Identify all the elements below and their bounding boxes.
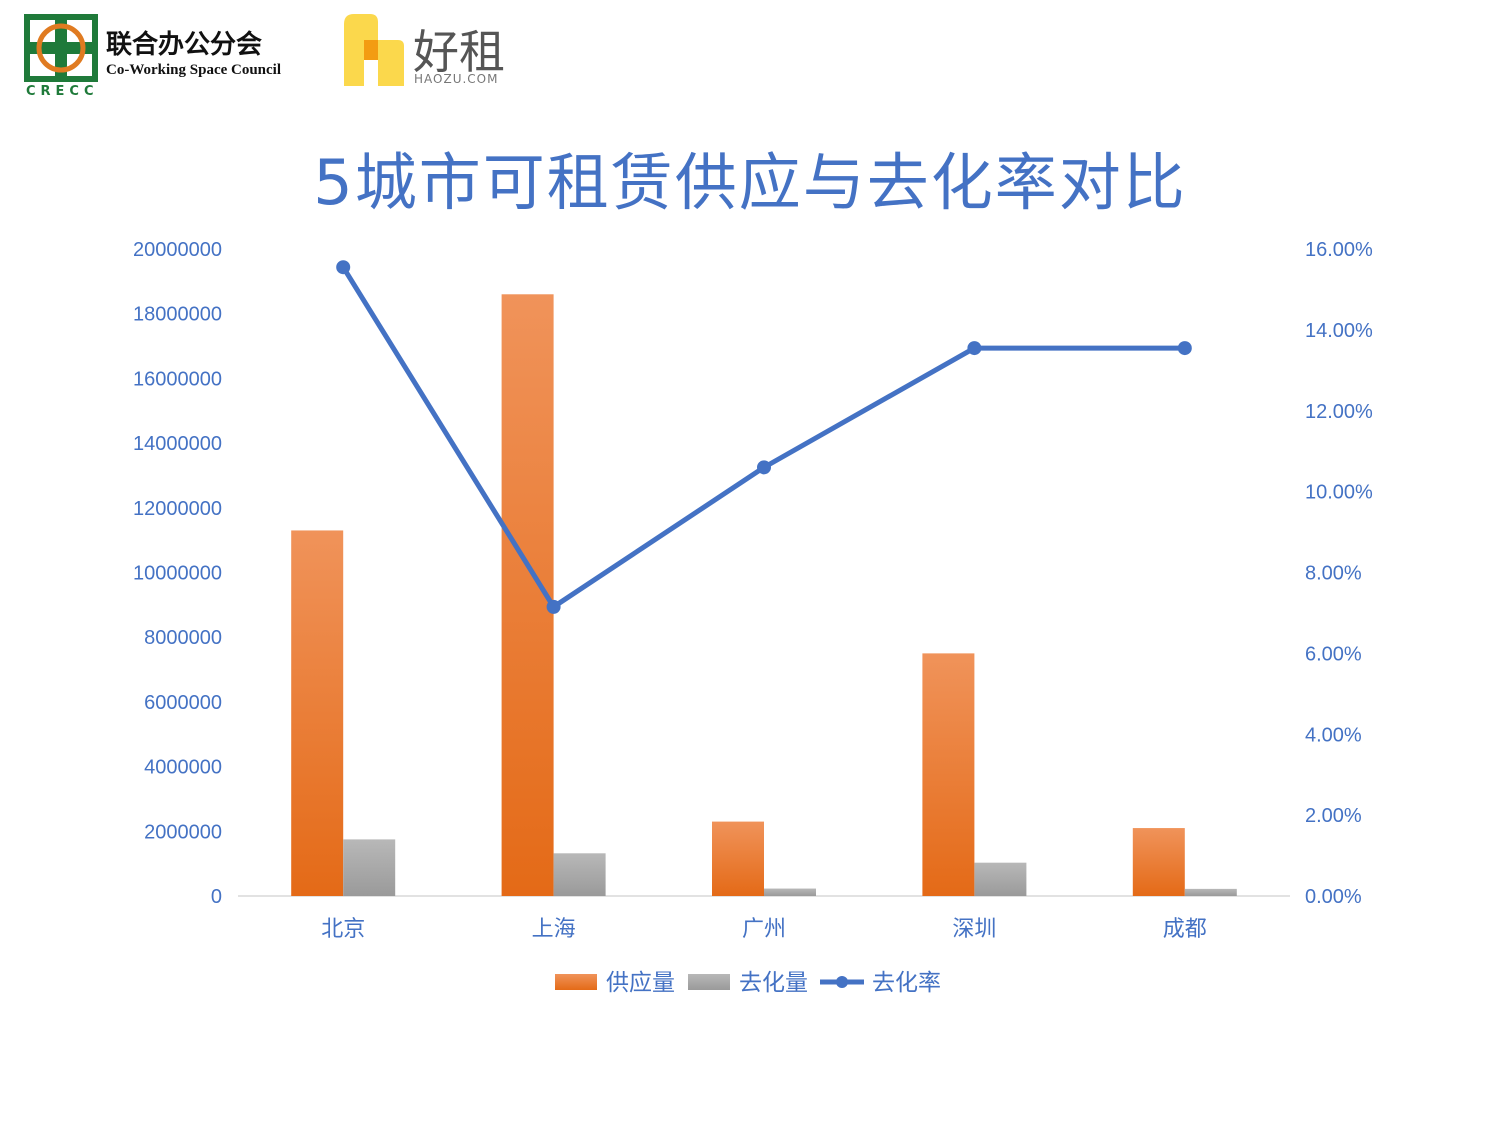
right-tick-label: 14.00% xyxy=(1305,320,1373,342)
legend-swatch-absorption xyxy=(688,974,730,990)
left-tick-label: 0 xyxy=(211,886,222,908)
bars xyxy=(291,294,1237,896)
category-label: 北京 xyxy=(321,917,365,942)
category-label: 广州 xyxy=(742,917,786,942)
haozu-name-cn: 好租 xyxy=(413,25,505,79)
left-tick-label: 16000000 xyxy=(133,368,222,390)
crecc-name-cn: 联合办公分会 xyxy=(106,30,263,60)
left-tick-label: 4000000 xyxy=(144,757,222,779)
rate-line xyxy=(336,260,1192,614)
rate-point xyxy=(757,460,771,475)
left-tick-label: 12000000 xyxy=(133,498,222,520)
haozu-name-en: HAOZU.COM xyxy=(414,72,499,86)
legend: 供应量 去化量 去化率 xyxy=(555,970,941,996)
crecc-logo: 联合办公分会 Co-Working Space Council CRECC xyxy=(24,14,314,104)
rate-series-line xyxy=(341,265,1185,610)
category-labels: 北京 上海 广州 深圳 成都 xyxy=(321,917,1207,942)
right-tick-label: 6.00% xyxy=(1305,643,1362,665)
category-label: 成都 xyxy=(1163,917,1207,942)
category-label: 深圳 xyxy=(952,917,996,942)
category-label: 上海 xyxy=(532,917,576,942)
left-tick-label: 18000000 xyxy=(133,304,222,326)
right-tick-label: 8.00% xyxy=(1305,563,1362,585)
legend-marker-rate xyxy=(836,976,848,988)
left-tick-label: 6000000 xyxy=(144,692,222,714)
left-tick-label: 2000000 xyxy=(144,821,222,843)
bar-absorption xyxy=(974,862,1027,896)
rate-point xyxy=(1177,341,1192,356)
right-tick-label: 2.00% xyxy=(1305,805,1362,827)
left-tick-label: 14000000 xyxy=(133,433,222,455)
bar-absorption xyxy=(553,853,606,896)
bar-absorption xyxy=(764,888,816,896)
bar-supply xyxy=(1132,828,1185,896)
haozu-emblem-icon xyxy=(344,14,404,86)
left-axis: 0 2000000 4000000 6000000 8000000 10000000 120… xyxy=(133,239,222,908)
bar-absorption xyxy=(1184,888,1237,896)
right-tick-label: 0.00% xyxy=(1305,886,1362,908)
bar-supply xyxy=(922,653,975,896)
right-tick-label: 16.00% xyxy=(1305,239,1373,261)
bar-absorption xyxy=(343,839,396,896)
left-tick-label: 20000000 xyxy=(133,239,222,261)
rate-point xyxy=(546,599,561,614)
left-tick-label: 8000000 xyxy=(144,627,222,649)
right-tick-label: 12.00% xyxy=(1305,401,1373,423)
rate-point xyxy=(336,260,351,275)
haozu-logo: 好租 HAOZU.COM xyxy=(338,10,513,90)
legend-swatch-supply xyxy=(555,974,597,990)
right-axis: 0.00% 2.00% 4.00% 6.00% 8.00% 10.00% 12.00% 14.… xyxy=(1305,239,1373,908)
right-tick-label: 10.00% xyxy=(1305,482,1373,504)
rate-point xyxy=(967,341,982,356)
chart-title: 5城市可租赁供应与去化率对比 xyxy=(313,146,1187,219)
bar-supply xyxy=(712,821,764,896)
bar-supply xyxy=(291,530,344,896)
right-tick-label: 4.00% xyxy=(1305,724,1362,746)
legend-label-supply: 供应量 xyxy=(606,970,675,996)
crecc-abbr: CRECC xyxy=(26,84,99,99)
crecc-emblem-icon xyxy=(24,14,98,82)
left-tick-label: 10000000 xyxy=(133,563,222,585)
crecc-name-en: Co-Working Space Council xyxy=(106,62,282,78)
legend-label-absorption: 去化量 xyxy=(739,970,808,996)
legend-label-rate: 去化率 xyxy=(872,970,941,996)
